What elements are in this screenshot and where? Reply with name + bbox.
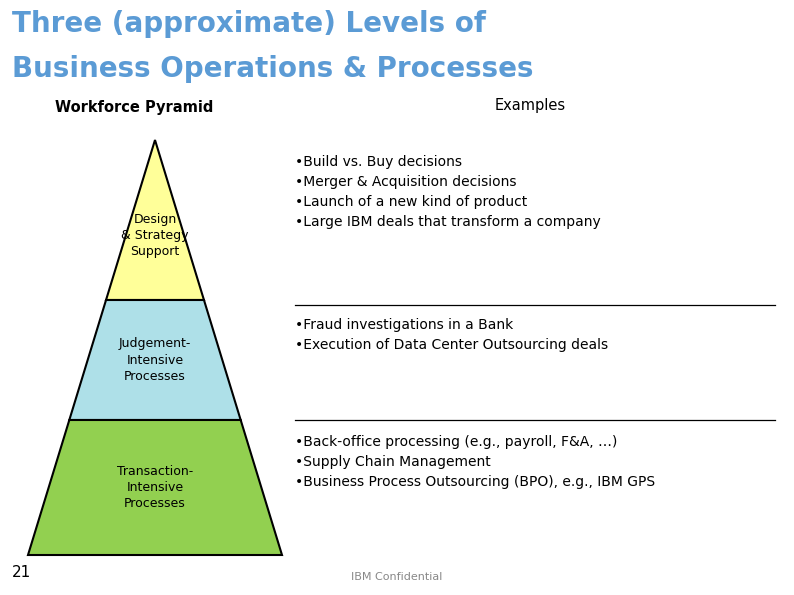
Text: Business Operations & Processes: Business Operations & Processes (12, 55, 534, 83)
Polygon shape (69, 300, 241, 420)
Text: Design
& Strategy
Support: Design & Strategy Support (121, 212, 189, 258)
Text: 21: 21 (12, 565, 31, 580)
Text: Transaction-
Intensive
Processes: Transaction- Intensive Processes (117, 465, 193, 510)
Text: Examples: Examples (495, 98, 565, 113)
Text: IBM Confidential: IBM Confidential (351, 572, 443, 582)
Text: Workforce Pyramid: Workforce Pyramid (55, 100, 214, 115)
Text: •Fraud investigations in a Bank
•Execution of Data Center Outsourcing deals: •Fraud investigations in a Bank •Executi… (295, 318, 608, 352)
Text: Three (approximate) Levels of: Three (approximate) Levels of (12, 10, 486, 38)
Polygon shape (28, 420, 282, 555)
Text: Judgement-
Intensive
Processes: Judgement- Intensive Processes (119, 337, 191, 383)
Text: •Back-office processing (e.g., payroll, F&A, …)
•Supply Chain Management
•Busine: •Back-office processing (e.g., payroll, … (295, 435, 655, 489)
Text: •Build vs. Buy decisions
•Merger & Acquisition decisions
•Launch of a new kind o: •Build vs. Buy decisions •Merger & Acqui… (295, 155, 601, 229)
Polygon shape (106, 140, 204, 300)
